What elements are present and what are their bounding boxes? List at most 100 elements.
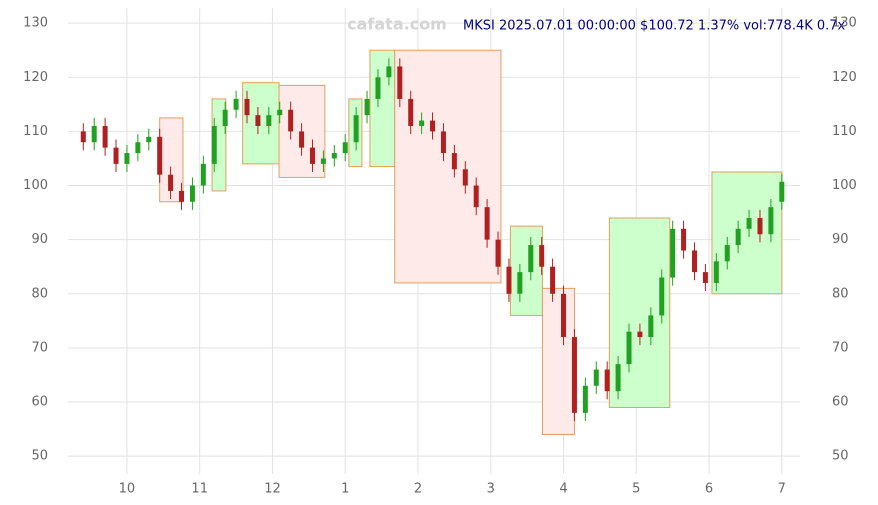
y-tick-label-right: 120 <box>832 70 857 85</box>
x-tick-label: 5 <box>632 482 640 497</box>
candle-body <box>702 272 708 283</box>
x-tick-label: 2 <box>414 482 422 497</box>
x-tick-label: 4 <box>559 482 567 497</box>
candle-body <box>189 185 195 202</box>
x-tick-label: 1 <box>341 482 349 497</box>
y-tick-label: 70 <box>31 340 48 355</box>
candle-body <box>582 385 588 413</box>
candle-body <box>637 331 643 338</box>
candle-body <box>386 66 392 78</box>
x-tick-label: 12 <box>264 482 281 497</box>
candle-body <box>648 315 654 338</box>
y-tick-label-right: 80 <box>832 286 849 301</box>
y-tick-label: 100 <box>23 178 48 193</box>
y-tick-label-right: 60 <box>832 395 849 410</box>
candle-body <box>233 98 239 110</box>
candle-body <box>735 228 741 246</box>
y-tick-label-right: 100 <box>832 178 857 193</box>
x-tick-label: 11 <box>191 482 208 497</box>
candle-body <box>331 153 337 159</box>
y-tick-label: 60 <box>31 395 48 410</box>
y-tick-label-right: 50 <box>832 449 849 464</box>
watermark: cafata.com <box>347 15 447 34</box>
candle-body <box>320 158 326 164</box>
candle-body <box>484 207 490 240</box>
candle-body <box>571 337 577 413</box>
candle-body <box>626 331 632 365</box>
candle-body <box>211 125 217 164</box>
y-tick-label-right: 70 <box>832 340 849 355</box>
chart-title: MKSI 2025.07.01 00:00:00 $100.72 1.37% v… <box>463 19 846 34</box>
candle-body <box>561 293 567 338</box>
candle-body <box>309 147 315 164</box>
range-box <box>509 225 543 316</box>
candle-body <box>102 125 108 148</box>
candle-body <box>604 369 610 392</box>
candle-body <box>419 120 425 126</box>
range-box <box>242 82 280 165</box>
candle-body <box>593 369 599 386</box>
candle-body <box>200 163 206 186</box>
candle-body <box>157 136 163 175</box>
candle-body <box>408 98 414 126</box>
y-tick-label: 130 <box>23 16 48 31</box>
candle-body <box>539 245 545 267</box>
y-tick-label: 120 <box>23 70 48 85</box>
candle-body <box>135 142 141 154</box>
candle-body <box>364 98 370 116</box>
y-tick-label: 80 <box>31 286 48 301</box>
candle-body <box>768 207 774 235</box>
candle-body <box>353 115 359 143</box>
candle-body <box>659 277 665 316</box>
candle-body <box>113 147 119 164</box>
y-tick-label-right: 110 <box>832 124 857 139</box>
candle-body <box>430 120 436 132</box>
candle-body <box>277 109 283 116</box>
candle-body <box>451 153 457 170</box>
candle-body <box>179 190 185 202</box>
x-tick-label: 10 <box>119 482 136 497</box>
candle-body <box>517 272 523 294</box>
y-tick-label: 110 <box>23 124 48 139</box>
candle-body <box>550 266 556 294</box>
candle-body <box>299 131 305 148</box>
candle-body <box>124 153 130 164</box>
candle-body <box>375 77 381 99</box>
candle-body <box>757 217 763 235</box>
x-tick-label: 3 <box>487 482 495 497</box>
candle-body <box>440 131 446 154</box>
x-tick-label: 6 <box>705 482 713 497</box>
candle-body <box>244 98 250 116</box>
x-tick-label: 7 <box>778 482 786 497</box>
range-box <box>394 49 502 284</box>
candle-body <box>528 245 534 273</box>
candle-body <box>91 125 97 143</box>
candle-body <box>168 174 174 191</box>
candle-body <box>288 109 294 132</box>
candle-body <box>681 228 687 251</box>
candle-body <box>80 131 86 143</box>
candle-body <box>713 261 719 283</box>
candle-body <box>670 228 676 278</box>
candle-body <box>462 169 468 186</box>
candle-body <box>495 239 501 267</box>
candle-body <box>779 181 785 202</box>
candle-body <box>266 115 272 126</box>
range-box <box>541 287 575 435</box>
candle-body <box>146 136 152 143</box>
candle-body <box>506 266 512 294</box>
candle-body <box>342 142 348 154</box>
y-tick-label-right: 90 <box>832 232 849 247</box>
candle-body <box>746 217 752 229</box>
y-tick-label: 90 <box>31 232 48 247</box>
candle-body <box>724 245 730 262</box>
candle-body <box>691 250 697 273</box>
candle-body <box>615 364 621 392</box>
candle-body <box>473 185 479 208</box>
y-tick-label-right: 130 <box>832 16 857 31</box>
candle-body <box>255 115 261 126</box>
candle-body <box>222 109 228 126</box>
y-tick-label: 50 <box>31 449 48 464</box>
candle-body <box>397 66 403 99</box>
